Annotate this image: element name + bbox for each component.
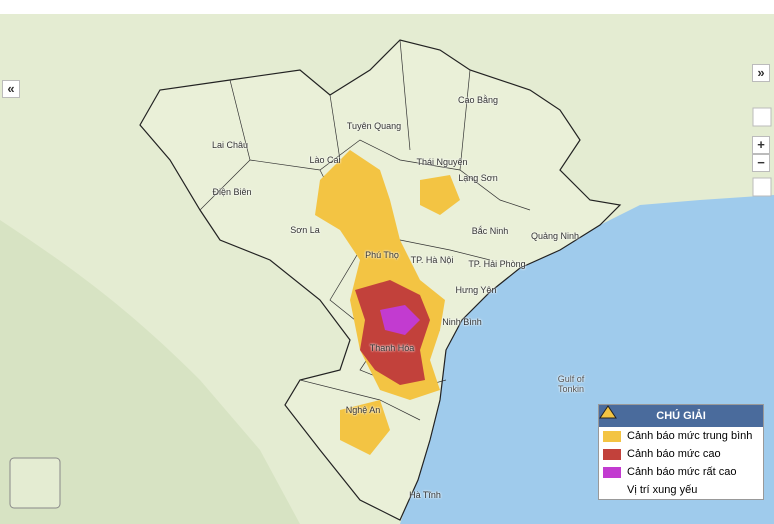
place-label: Phú Thọ — [365, 250, 399, 260]
warning-icon — [599, 405, 617, 419]
legend-item: Cảnh báo mức cao — [599, 445, 763, 463]
legend-swatch — [603, 448, 621, 460]
place-label: Lạng Sơn — [458, 173, 498, 183]
collapse-button[interactable]: « — [2, 80, 20, 98]
place-label: Điện Biên — [212, 187, 252, 197]
zoom-out-button[interactable]: − — [752, 154, 770, 172]
legend: CHÚ GIẢI Cảnh báo mức trung bình Cảnh báo… — [598, 404, 764, 500]
legend-label: Cảnh báo mức rất cao — [627, 466, 737, 478]
legend-item: Cảnh báo mức trung bình — [599, 427, 763, 445]
legend-label: Cảnh báo mức trung bình — [627, 430, 753, 442]
warning-medium — [420, 175, 460, 215]
place-label: TP. Hải Phòng — [468, 259, 526, 269]
place-label: Tuyên Quang — [346, 121, 402, 131]
top-strip — [0, 8, 774, 14]
warning-medium — [340, 400, 390, 455]
place-label: Lào Cai — [309, 155, 341, 165]
legend-items: Cảnh báo mức trung bình Cảnh báo mức cao C… — [599, 405, 763, 499]
legend-item: Vị trí xung yếu — [599, 405, 763, 499]
warning-high — [355, 280, 430, 385]
fullscreen-button[interactable] — [752, 177, 772, 197]
place-label: Bắc Ninh — [471, 226, 509, 236]
legend-label: Vị trí xung yếu — [627, 484, 698, 496]
warning-areas — [315, 150, 460, 455]
place-label: Lai Châu — [211, 140, 249, 150]
place-label: Hà Tĩnh — [409, 490, 441, 500]
legend-swatch — [603, 466, 621, 478]
place-label: Cao Bằng — [457, 95, 499, 105]
terrain — [0, 220, 300, 524]
minimap[interactable] — [9, 457, 61, 509]
expand-button[interactable]: » — [752, 64, 770, 82]
place-label: Thanh Hóa — [369, 343, 415, 353]
legend-item: Cảnh báo mức rất cao — [599, 463, 763, 481]
place-label: TP. Hà Nội — [410, 255, 454, 265]
zoom-in-button[interactable]: + — [752, 136, 770, 154]
place-label: Ninh Bình — [442, 317, 482, 327]
legend-title: CHÚ GIẢI — [599, 405, 763, 427]
legend-swatch — [603, 430, 621, 442]
place-label: Gulf of Tonkin — [557, 374, 585, 394]
place-label: Thái Nguyên — [416, 157, 468, 167]
place-label: Hưng Yên — [455, 285, 497, 295]
legend-label: Cảnh báo mức cao — [627, 448, 721, 460]
warning-very-high — [380, 305, 420, 335]
place-label: Nghệ An — [345, 405, 381, 415]
legend-swatch — [599, 405, 621, 496]
place-label: Sơn La — [290, 225, 320, 235]
place-label: Quảng Ninh — [530, 231, 580, 241]
print-button[interactable] — [752, 107, 772, 127]
